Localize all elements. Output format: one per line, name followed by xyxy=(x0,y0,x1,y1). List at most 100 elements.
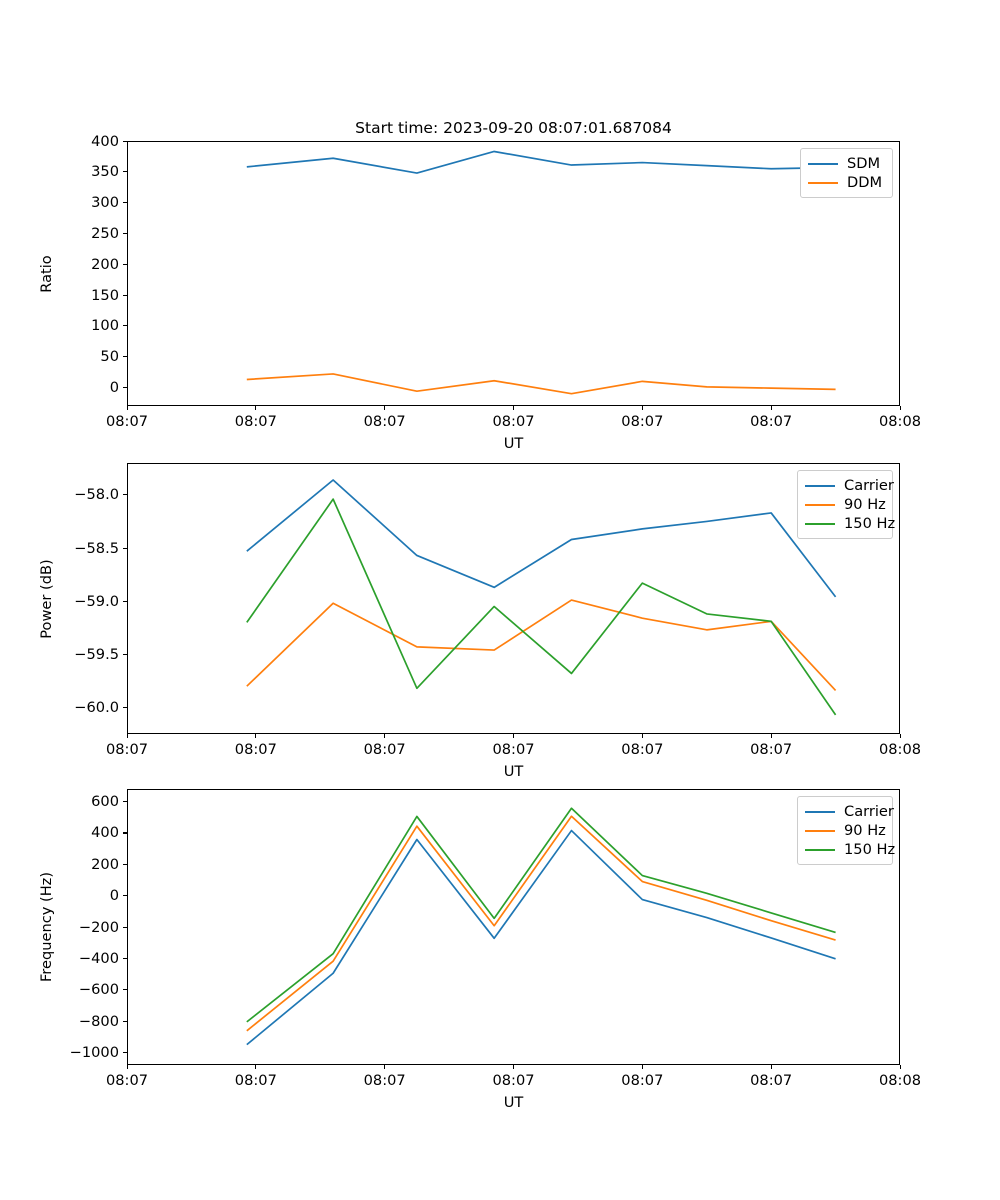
x-tick-mark xyxy=(513,734,515,738)
legend-entry: 90 Hz xyxy=(805,821,886,840)
series-line-90-hz xyxy=(246,599,837,692)
y-tick-label: 150 xyxy=(91,286,119,304)
x-tick-mark xyxy=(126,734,128,738)
x-tick-mark xyxy=(641,734,643,738)
x-tick-label: 08:07 xyxy=(234,741,277,758)
x-tick-label: 08:08 xyxy=(878,413,922,430)
x-tick-mark xyxy=(384,406,386,410)
x-tick-mark xyxy=(641,406,643,410)
y-tick-label: 600 xyxy=(91,793,119,811)
legend-line-swatch-icon xyxy=(805,503,835,506)
y-tick-label: −800 xyxy=(78,1012,119,1030)
y-tick-label: −59.0 xyxy=(74,592,119,610)
legend-entry: 90 Hz xyxy=(805,495,886,514)
x-tick-mark xyxy=(899,734,901,738)
x-tick-label: 08:08 xyxy=(878,741,922,758)
series-line-carrier xyxy=(246,829,836,1046)
y-tick-label: 100 xyxy=(91,317,119,335)
power-plot-area xyxy=(127,463,900,734)
x-tick-label: 08:07 xyxy=(621,741,664,758)
y-tick-mark xyxy=(123,294,127,296)
y-tick-mark xyxy=(123,989,127,991)
series-line-150-hz xyxy=(246,498,837,716)
x-tick-label: 08:07 xyxy=(234,1072,277,1089)
x-tick-mark xyxy=(126,406,128,410)
y-tick-mark xyxy=(123,547,127,549)
legend-label: 150 Hz xyxy=(844,515,896,532)
x-tick-label: 08:08 xyxy=(878,1072,922,1089)
legend-line-swatch-icon xyxy=(808,162,838,165)
y-tick-mark xyxy=(123,494,127,496)
x-tick-label: 08:07 xyxy=(750,1072,793,1089)
y-tick-label: 250 xyxy=(91,224,119,242)
legend-label: 90 Hz xyxy=(844,496,886,513)
y-tick-mark xyxy=(123,895,127,897)
x-tick-label: 08:07 xyxy=(363,741,406,758)
x-tick-label: 08:07 xyxy=(492,741,535,758)
y-tick-mark xyxy=(123,706,127,709)
y-tick-mark xyxy=(123,600,127,602)
legend-entry: 150 Hz xyxy=(805,514,895,533)
legend-entry: 150 Hz xyxy=(805,840,895,859)
series-line-90-hz xyxy=(246,815,836,1032)
y-tick-label: 0 xyxy=(109,887,119,905)
legend-label: DDM xyxy=(847,174,883,191)
x-tick-mark xyxy=(384,1065,386,1069)
legend-entry: Carrier xyxy=(805,802,894,821)
x-tick-mark xyxy=(513,406,515,410)
legend-label: 90 Hz xyxy=(844,822,886,839)
y-tick-mark xyxy=(123,387,127,389)
y-tick-mark xyxy=(123,801,127,803)
x-tick-label: 08:07 xyxy=(750,741,793,758)
y-tick-label: −60.0 xyxy=(74,698,119,716)
x-tick-label: 08:07 xyxy=(621,413,664,430)
series-line-sdm xyxy=(246,150,836,174)
x-tick-mark xyxy=(899,406,901,410)
y-tick-label: −600 xyxy=(78,981,119,999)
x-tick-label: 08:07 xyxy=(621,1072,664,1089)
legend-label: SDM xyxy=(847,155,881,172)
y-tick-label: −59.5 xyxy=(74,645,119,663)
legend-line-swatch-icon xyxy=(805,829,835,832)
legend-entry: Carrier xyxy=(805,476,894,495)
x-tick-label: 08:07 xyxy=(105,741,149,758)
y-tick-mark xyxy=(123,863,127,865)
legend-entry: DDM xyxy=(808,173,885,192)
y-tick-mark xyxy=(123,926,127,928)
x-tick-label: 08:07 xyxy=(363,413,406,430)
y-tick-label: 350 xyxy=(91,163,119,181)
series-line-150-hz xyxy=(246,807,836,1023)
y-tick-mark xyxy=(123,832,127,834)
y-tick-label: −400 xyxy=(78,949,119,967)
x-tick-label: 08:07 xyxy=(492,1072,535,1089)
x-tick-label: 08:07 xyxy=(363,1072,406,1089)
x-tick-mark xyxy=(770,734,772,738)
x-tick-label: 08:07 xyxy=(750,413,793,430)
frequency-x-axis-label: UT xyxy=(503,1094,524,1111)
y-tick-mark xyxy=(123,263,127,265)
y-tick-label: 0 xyxy=(109,379,119,396)
x-tick-mark xyxy=(513,1065,515,1069)
x-tick-label: 08:07 xyxy=(105,1072,149,1089)
x-tick-mark xyxy=(126,1065,128,1069)
y-tick-mark xyxy=(123,171,127,173)
y-tick-mark xyxy=(123,232,127,235)
y-tick-label: −58.5 xyxy=(74,539,119,557)
y-tick-mark xyxy=(123,140,127,142)
frequency-plot-area xyxy=(127,789,900,1065)
y-tick-mark xyxy=(123,1020,127,1022)
legend-line-swatch-icon xyxy=(808,181,838,184)
x-tick-mark xyxy=(641,1065,643,1069)
y-tick-mark xyxy=(123,1051,127,1054)
ratio-x-axis-label: UT xyxy=(503,435,524,452)
x-tick-label: 08:07 xyxy=(492,413,535,430)
legend-entry: SDM xyxy=(808,154,885,173)
y-tick-label: 400 xyxy=(91,132,119,150)
legend-label: Carrier xyxy=(844,477,894,494)
x-tick-label: 08:07 xyxy=(234,413,277,430)
legend-line-swatch-icon xyxy=(805,522,835,525)
y-tick-label: −200 xyxy=(78,918,119,936)
legend-line-swatch-icon xyxy=(805,484,835,487)
